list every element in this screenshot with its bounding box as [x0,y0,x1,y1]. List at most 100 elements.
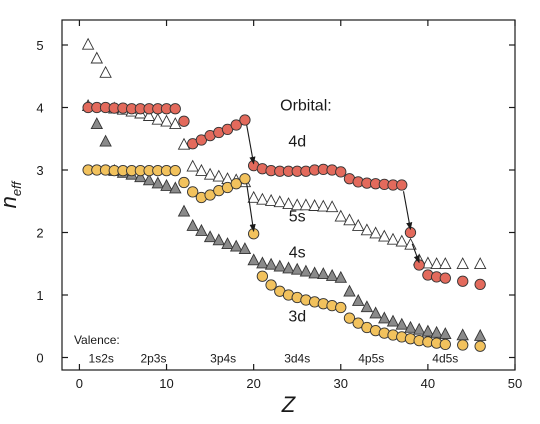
valence-group-label: 1s2s [89,352,114,366]
y-axis-title: neff [0,180,24,208]
orbital-label-3d: 3d [288,308,306,325]
point-4s [421,324,435,337]
point-4s [186,218,199,231]
point-5s [160,114,173,127]
x-axis-title: Z [281,392,297,417]
point-4d [335,166,347,178]
data-marks [81,37,487,352]
point-5s [456,257,469,270]
point-4s [317,267,330,280]
orbital-label-4d: 4d [288,133,306,150]
point-4s [308,266,321,279]
transition-arrow [246,124,256,165]
point-5s [186,159,199,172]
point-4s [203,230,217,243]
point-4s [229,239,243,252]
y-tick-label: 1 [36,288,43,303]
point-4d [169,103,181,115]
point-3d [457,339,469,351]
point-5s [351,218,365,231]
point-4d [239,114,251,126]
point-4s [238,242,252,255]
point-5s [334,209,348,222]
point-3d [230,178,242,190]
point-4s [151,176,165,189]
point-4s [395,317,409,330]
point-5s [247,190,260,203]
point-4s [264,257,278,270]
point-5s [256,192,269,205]
point-4s [142,173,156,186]
point-5s [282,197,295,210]
point-5s [317,199,330,212]
transition-arrow [402,191,413,231]
point-5s [212,169,226,182]
point-4s [378,311,391,324]
y-tick-label: 5 [36,38,43,53]
point-4s [404,320,417,333]
point-5s [142,109,156,121]
point-5s [99,65,112,78]
point-5s [90,51,104,64]
point-4s [290,262,304,275]
point-4s [195,223,208,236]
y-tick-label: 0 [36,351,43,366]
point-5s [360,223,374,236]
valence-group-label: 3p4s [210,352,236,366]
point-5s [421,256,435,269]
x-tick-label: 10 [159,376,173,391]
point-5s [473,257,487,270]
plot-frame [61,19,516,371]
point-4s [90,117,104,130]
point-3d [239,173,251,185]
point-3d [474,340,486,352]
point-3d [335,301,347,314]
point-3d [256,270,269,282]
point-3d [169,164,181,177]
point-4s [273,259,287,272]
valence-group-label: 2p3s [140,352,166,366]
point-3d [439,338,451,351]
point-4s [160,178,173,191]
point-5s [81,37,95,50]
point-4s [247,253,260,266]
point-4s [430,325,443,338]
y-axis-title-subscript: eff [9,180,24,196]
y-axis-title-main: n [0,196,21,208]
valence-label: Valence: [74,333,120,347]
x-tick-label: 0 [76,376,83,391]
point-5s [177,137,191,150]
point-4s [299,264,313,277]
point-5s [343,213,356,226]
point-5s [290,198,304,211]
valence-group-label: 4d5s [432,352,458,366]
point-5s [169,117,182,130]
point-5s [325,200,339,213]
point-4s [221,237,234,250]
point-5s [395,234,409,247]
point-5s [151,112,165,125]
y-tick-label: 2 [36,226,43,241]
point-4s [99,134,112,147]
point-4d [439,272,451,284]
point-5s [299,198,313,211]
point-4s [386,314,400,327]
point-4d [457,275,469,287]
point-5s [273,195,287,208]
point-5s [264,193,278,206]
y-tick-label: 3 [36,163,43,178]
point-3d [265,279,277,291]
valence-group-label: 3d4s [284,352,310,366]
point-4s [169,181,182,194]
point-5s [378,229,391,242]
point-3d [178,176,190,189]
x-tick-label: 30 [334,376,348,391]
point-4s [473,328,487,341]
x-tick-label: 20 [246,376,260,391]
orbital-label-5s: 5s [289,208,306,225]
point-4s [177,204,191,217]
axes: 0 10 20 30 40 50 0 1 2 3 4 5 [36,19,522,391]
orbital-label-4s: 4s [289,245,306,262]
point-5s [369,226,382,239]
